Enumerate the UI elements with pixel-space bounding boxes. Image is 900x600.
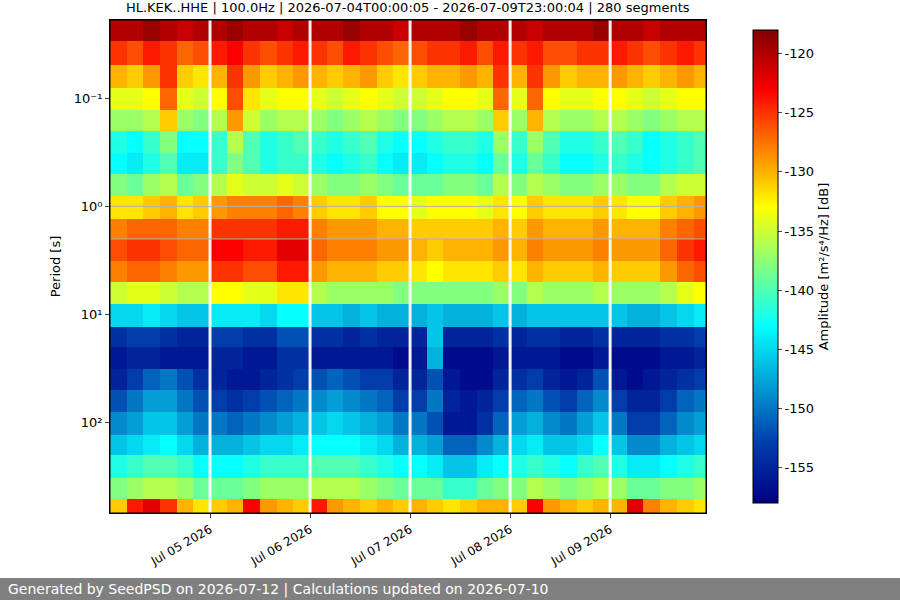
svg-text:-130: -130: [785, 164, 815, 179]
svg-text:Jul 05 2026: Jul 05 2026: [148, 522, 215, 569]
svg-text:Amplitude [m²/s⁴/Hz] [dB]: Amplitude [m²/s⁴/Hz] [dB]: [816, 183, 831, 351]
svg-text:10¹: 10¹: [81, 307, 103, 322]
svg-text:-150: -150: [785, 401, 815, 416]
svg-text:-135: -135: [785, 224, 815, 239]
html-text:Generated by SeedPSD on 2026-0: Generated by SeedPSD on 2026-07-12 | Cal…: [8, 581, 549, 597]
svg-text:-140: -140: [785, 283, 815, 298]
svg-text:10⁰: 10⁰: [81, 199, 103, 214]
svg-text:-145: -145: [785, 342, 815, 357]
svg-text:Jul 06 2026: Jul 06 2026: [248, 522, 315, 569]
svg-text:Jul 09 2026: Jul 09 2026: [548, 522, 615, 569]
svg-text:Jul 07 2026: Jul 07 2026: [348, 522, 415, 569]
svg-text:10⁻¹: 10⁻¹: [74, 91, 103, 106]
svg-text:Jul 08 2026: Jul 08 2026: [448, 522, 515, 569]
svg-text:10²: 10²: [81, 415, 103, 430]
svg-text:-155: -155: [785, 460, 815, 475]
svg-text:HL.KEK..HHE | 100.0Hz | 2026-0: HL.KEK..HHE | 100.0Hz | 2026-07-04T00:00…: [126, 0, 690, 15]
svg-text:Period [s]: Period [s]: [48, 236, 63, 298]
svg-text:-125: -125: [785, 105, 815, 120]
svg-text:-120: -120: [785, 46, 815, 61]
